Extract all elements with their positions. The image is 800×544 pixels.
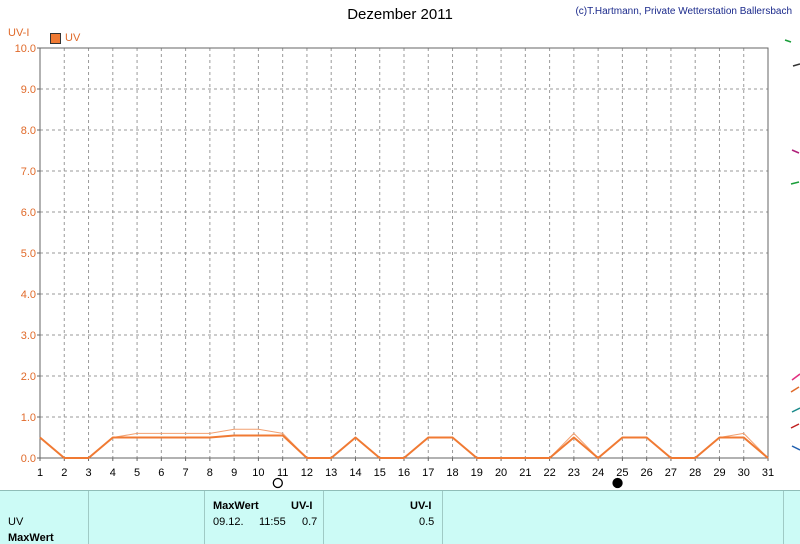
x-tick-label: 7 xyxy=(183,467,189,479)
x-tick-label: 2 xyxy=(61,467,67,479)
x-tick-label: 6 xyxy=(158,467,164,479)
max-date: 09.12. xyxy=(213,516,244,528)
side-legend-mark xyxy=(790,181,800,185)
x-tick-label: 22 xyxy=(543,467,555,479)
x-tick-label: 10 xyxy=(252,467,264,479)
y-tick-label: 10.0 xyxy=(15,43,36,55)
y-tick-label: 3.0 xyxy=(21,330,36,342)
y-tick-label: 7.0 xyxy=(21,166,36,178)
x-tick-label: 13 xyxy=(325,467,337,479)
grid xyxy=(39,47,769,459)
x-tick-label: 1 xyxy=(37,467,43,479)
legend-label: UV xyxy=(65,32,81,44)
max-value: 0.7 xyxy=(302,516,318,528)
x-tick-label: 31 xyxy=(762,467,774,479)
moon-full-icon xyxy=(272,477,283,489)
x-tick-label: 27 xyxy=(665,467,677,479)
x-tick-label: 28 xyxy=(689,467,701,479)
x-tick-label: 11 xyxy=(277,467,288,479)
legend-swatch-icon xyxy=(50,32,61,44)
x-tick-label: 4 xyxy=(110,467,116,479)
x-tick-label: 23 xyxy=(568,467,580,479)
summary-col-avg: UV-I 0.5 xyxy=(324,491,443,544)
x-tick-label: 24 xyxy=(592,467,604,479)
x-tick-label: 26 xyxy=(641,467,653,479)
y-tick-label: 6.0 xyxy=(21,207,36,219)
x-tick-label: 15 xyxy=(374,467,386,479)
side-legend-mark xyxy=(791,407,800,413)
x-axis: 1 2 3 4 5 6 7 8 9 10 11 12 13 14 15 16 17 18 19 20 21 22 23 24 2… xyxy=(37,458,774,479)
chart-title: Dezember 2011 xyxy=(347,6,453,23)
summary-col-blank xyxy=(443,491,784,544)
summary-col-labels: UV MaxWert xyxy=(0,491,89,544)
side-legend-mark xyxy=(791,373,800,381)
y-tick-label: 9.0 xyxy=(21,84,36,96)
side-legend-mark xyxy=(791,445,800,451)
moon-phases xyxy=(272,477,623,489)
unit-header-2: UV-I xyxy=(410,500,432,512)
side-legend-mark xyxy=(790,386,800,393)
side-legend-mark xyxy=(790,423,800,429)
max-time: 11:55 xyxy=(259,516,286,528)
series-line-uv xyxy=(39,434,769,459)
x-tick-label: 21 xyxy=(519,467,531,479)
y-tick-label: 5.0 xyxy=(21,248,36,260)
x-tick-label: 25 xyxy=(616,467,628,479)
y-tick-label: 0.0 xyxy=(21,453,36,465)
side-legend-mark xyxy=(784,39,792,43)
x-tick-label: 17 xyxy=(422,467,434,479)
x-tick-label: 12 xyxy=(301,467,313,479)
row-label-uv: UV xyxy=(8,516,24,528)
series xyxy=(39,428,769,459)
max-header: MaxWert xyxy=(213,500,259,512)
side-legend-mark xyxy=(792,63,800,67)
x-tick-label: 3 xyxy=(85,467,91,479)
summary-table: UV MaxWert MaxWert 09.12. 11:55 UV-I 0.7… xyxy=(0,490,800,544)
summary-col-empty xyxy=(89,491,205,544)
y-axis: 0.0 1.0 2.0 3.0 4.0 5.0 6.0 7.0 8.0 9.0 10.0 xyxy=(15,43,40,465)
x-tick-label: 19 xyxy=(471,467,483,479)
y-tick-label: 2.0 xyxy=(21,371,36,383)
x-tick-label: 20 xyxy=(495,467,507,479)
legend: UV xyxy=(50,32,80,44)
summary-col-max: MaxWert 09.12. 11:55 UV-I 0.7 xyxy=(205,491,324,544)
x-tick-label: 16 xyxy=(398,467,410,479)
y-axis-label: UV-I xyxy=(8,27,30,39)
credit-text: (c)T.Hartmann, Private Wetterstation Bal… xyxy=(575,6,792,17)
x-tick-label: 8 xyxy=(207,467,213,479)
x-tick-label: 14 xyxy=(349,467,361,479)
side-legend-marks xyxy=(784,39,800,451)
unit-header-1: UV-I xyxy=(291,500,313,512)
y-tick-label: 4.0 xyxy=(21,289,36,301)
x-tick-label: 30 xyxy=(738,467,750,479)
x-tick-label: 9 xyxy=(231,467,237,479)
y-tick-label: 1.0 xyxy=(21,412,36,424)
row-label-maxwert: MaxWert xyxy=(8,532,54,544)
x-tick-label: 5 xyxy=(134,467,140,479)
y-tick-label: 8.0 xyxy=(21,125,36,137)
x-tick-label: 29 xyxy=(713,467,725,479)
avg-value: 0.5 xyxy=(419,516,435,528)
side-legend-mark xyxy=(791,149,800,154)
moon-new-icon xyxy=(612,477,623,489)
x-tick-label: 18 xyxy=(446,467,458,479)
